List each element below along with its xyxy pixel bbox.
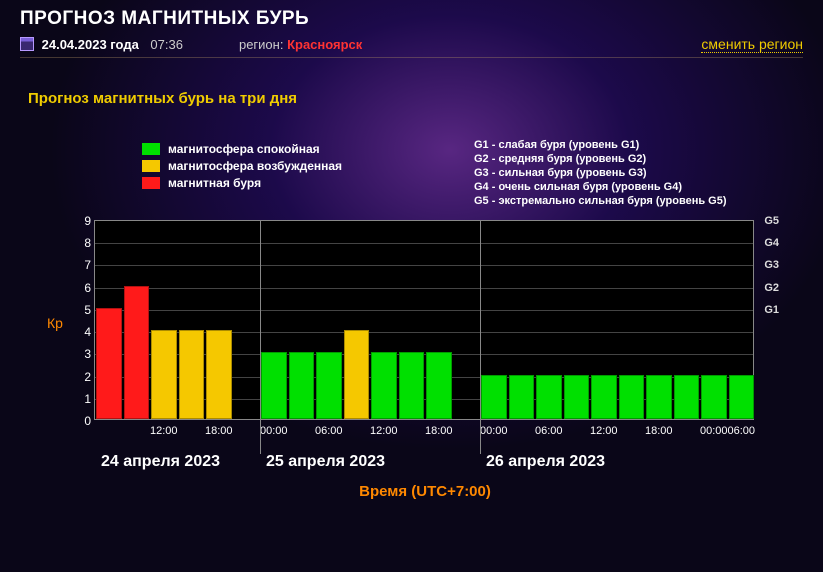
chart-bar bbox=[701, 375, 727, 419]
y-axis-label: Кр bbox=[47, 315, 63, 331]
chart-bar bbox=[591, 375, 617, 419]
legend-label: магнитосфера спокойная bbox=[168, 142, 320, 156]
gridline bbox=[95, 310, 753, 311]
date-text: 24.04.2023 года bbox=[42, 37, 139, 52]
chart-bar bbox=[261, 352, 287, 419]
day-label: 25 апреля 2023 bbox=[266, 453, 385, 471]
gridline bbox=[95, 288, 753, 289]
y-tick: 0 bbox=[75, 414, 91, 428]
section-title: Прогноз магнитных бурь на три дня bbox=[28, 90, 823, 107]
day-label: 24 апреля 2023 bbox=[101, 453, 220, 471]
y-tick: 2 bbox=[75, 370, 91, 384]
legend-label: магнитная буря bbox=[168, 176, 261, 190]
x-tick: 00:00 bbox=[480, 425, 508, 437]
subheader: 24.04.2023 года 07:36 регион: Красноярск… bbox=[20, 36, 803, 58]
region-label: регион: bbox=[239, 37, 283, 52]
change-region-link[interactable]: сменить регион bbox=[701, 36, 803, 53]
gridline bbox=[95, 265, 753, 266]
swatch-storm bbox=[142, 177, 160, 189]
g-scale-line: G1 - слабая буря (уровень G1) bbox=[474, 138, 727, 152]
x-tick: 12:00 bbox=[150, 425, 178, 437]
x-tick: 00:00 bbox=[260, 425, 288, 437]
chart-bar bbox=[344, 330, 370, 419]
g-scale-line: G2 - средняя буря (уровень G2) bbox=[474, 152, 727, 166]
legend-label: магнитосфера возбужденная bbox=[168, 159, 342, 173]
chart-bar bbox=[564, 375, 590, 419]
calendar-icon bbox=[20, 37, 34, 51]
x-tick: 06:00 bbox=[315, 425, 343, 437]
g-level-label: G5 bbox=[764, 215, 779, 227]
y-tick: 3 bbox=[75, 347, 91, 361]
g-scale-line: G5 - экстремально сильная буря (уровень … bbox=[474, 194, 727, 208]
g-level-label: G4 bbox=[764, 237, 779, 249]
g-scale-line: G3 - сильная буря (уровень G3) bbox=[474, 166, 727, 180]
chart-bar bbox=[179, 330, 205, 419]
y-tick: 7 bbox=[75, 258, 91, 272]
day-label: 26 апреля 2023 bbox=[486, 453, 605, 471]
region-block: регион: Красноярск bbox=[199, 37, 362, 52]
date-block: 24.04.2023 года 07:36 bbox=[20, 37, 183, 52]
y-tick: 9 bbox=[75, 214, 91, 228]
x-tick: 18:00 bbox=[425, 425, 453, 437]
x-tick: 06:00 bbox=[727, 425, 755, 437]
chart-container: магнитосфера спокойная магнитосфера возб… bbox=[44, 140, 784, 520]
chart-bar bbox=[536, 375, 562, 419]
chart-bar bbox=[96, 308, 122, 419]
chart-bar bbox=[151, 330, 177, 419]
legend-item-calm: магнитосфера спокойная bbox=[142, 140, 342, 157]
g-level-label: G1 bbox=[764, 304, 779, 316]
chart-bar bbox=[481, 375, 507, 419]
page-title: ПРОГНОЗ МАГНИТНЫХ БУРЬ bbox=[20, 8, 803, 30]
legend-categories: магнитосфера спокойная магнитосфера возб… bbox=[142, 140, 342, 191]
chart-bar bbox=[646, 375, 672, 419]
x-tick: 00:00 bbox=[700, 425, 728, 437]
chart-bar bbox=[426, 352, 452, 419]
gridline bbox=[95, 243, 753, 244]
y-tick: 4 bbox=[75, 325, 91, 339]
x-tick: 06:00 bbox=[535, 425, 563, 437]
day-separator bbox=[480, 220, 481, 454]
chart-bar bbox=[289, 352, 315, 419]
legend-item-excited: магнитосфера возбужденная bbox=[142, 157, 342, 174]
x-tick: 12:00 bbox=[370, 425, 398, 437]
chart-bar bbox=[316, 352, 342, 419]
y-tick: 8 bbox=[75, 236, 91, 250]
chart-bar bbox=[371, 352, 397, 419]
g-level-label: G3 bbox=[764, 259, 779, 271]
legend-g-scale: G1 - слабая буря (уровень G1)G2 - средня… bbox=[474, 138, 727, 208]
day-separator bbox=[260, 220, 261, 454]
chart-plot: Кр Время (UTC+7:00) 0123456789G5G4G3G2G1… bbox=[94, 220, 754, 420]
chart-bar bbox=[509, 375, 535, 419]
y-tick: 1 bbox=[75, 392, 91, 406]
g-level-label: G2 bbox=[764, 282, 779, 294]
x-tick: 18:00 bbox=[205, 425, 233, 437]
g-scale-line: G4 - очень сильная буря (уровень G4) bbox=[474, 180, 727, 194]
x-tick: 12:00 bbox=[590, 425, 618, 437]
time-text: 07:36 bbox=[150, 37, 183, 52]
x-axis-title: Время (UTC+7:00) bbox=[95, 483, 755, 500]
y-tick: 6 bbox=[75, 281, 91, 295]
swatch-excited bbox=[142, 160, 160, 172]
chart-bar bbox=[399, 352, 425, 419]
chart-bar bbox=[729, 375, 755, 419]
chart-bar bbox=[206, 330, 232, 419]
chart-bar bbox=[124, 286, 150, 419]
chart-bar bbox=[674, 375, 700, 419]
legend-item-storm: магнитная буря bbox=[142, 174, 342, 191]
y-tick: 5 bbox=[75, 303, 91, 317]
x-tick: 18:00 bbox=[645, 425, 673, 437]
region-name: Красноярск bbox=[287, 37, 362, 52]
chart-bar bbox=[619, 375, 645, 419]
swatch-calm bbox=[142, 143, 160, 155]
